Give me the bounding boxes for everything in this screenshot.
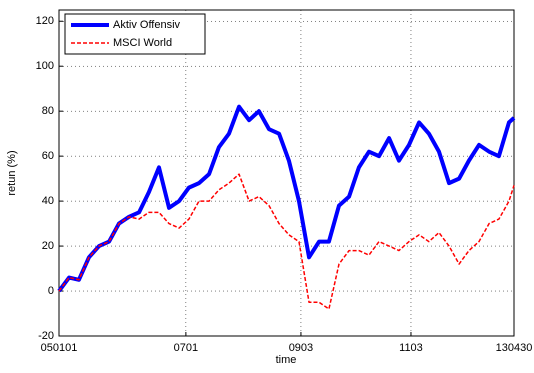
x-tick-label: 130430: [496, 342, 533, 354]
x-tick-label: 1103: [399, 342, 423, 354]
y-tick-label: 60: [42, 150, 54, 162]
legend-box: [64, 13, 206, 55]
x-axis-label: time: [276, 354, 297, 366]
legend-label: MSCI World: [113, 37, 172, 49]
plot-frame: [58, 9, 515, 337]
y-tick-label: -20: [38, 330, 54, 342]
x-tick-label: 0903: [289, 342, 313, 354]
series-line: [57, 104, 516, 293]
y-tick-label: 40: [42, 195, 54, 207]
y-tick-label: 100: [36, 60, 54, 72]
y-tick-label: 80: [42, 105, 54, 117]
y-tick-label: 20: [42, 240, 54, 252]
x-tick-label: 0701: [174, 342, 198, 354]
legend-label: Aktiv Offensiv: [113, 19, 181, 31]
y-tick-label: 120: [36, 15, 54, 27]
x-tick-label: 050101: [41, 342, 78, 354]
y-tick-label: 0: [48, 285, 54, 297]
plot-area: [59, 10, 514, 336]
y-axis-label: retun (%): [6, 150, 18, 195]
series-line: [58, 173, 515, 310]
